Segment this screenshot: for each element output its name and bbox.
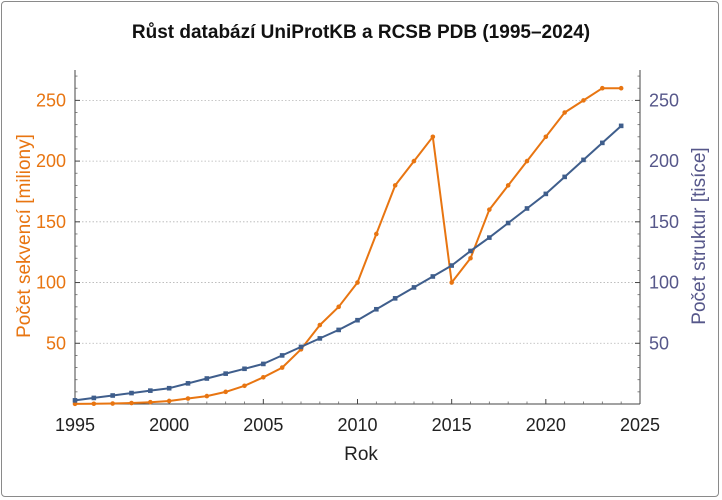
y-tick-label-left: 50: [46, 333, 66, 353]
y-tick-label-right: 200: [649, 151, 679, 171]
x-tick-label: 2015: [432, 415, 472, 435]
data-point-sequences: [618, 85, 624, 91]
data-point-sequences: [223, 389, 228, 395]
data-point-sequences: [336, 304, 341, 310]
data-point-structures: [110, 393, 115, 398]
data-point-sequences: [242, 383, 247, 389]
data-point-structures: [72, 398, 78, 403]
data-point-structures: [148, 388, 153, 393]
data-point-structures: [298, 344, 304, 350]
data-point-structures: [487, 235, 492, 240]
x-tick-label: 2020: [526, 415, 566, 435]
data-point-sequences: [468, 255, 473, 261]
data-point-structures: [543, 191, 549, 197]
y-axis-label-left: Počet sekvencí [miliony]: [14, 134, 35, 338]
data-point-structures: [261, 361, 266, 367]
data-point-sequences: [411, 158, 417, 164]
data-point-sequences: [543, 134, 549, 140]
data-point-sequences: [487, 207, 492, 212]
gridlines: [75, 99, 640, 344]
x-tick-label: 1995: [55, 415, 95, 435]
x-tick-label: 2005: [243, 415, 283, 435]
data-point-structures: [129, 390, 134, 396]
y-tick-label-left: 150: [36, 212, 66, 232]
data-point-structures: [242, 366, 247, 372]
y-tick-label-right: 150: [649, 212, 679, 232]
data-point-structures: [524, 206, 530, 211]
x-axis-label: Rok: [344, 444, 378, 465]
data-point-structures: [505, 220, 511, 226]
data-point-structures: [317, 336, 323, 341]
data-point-sequences: [261, 374, 266, 380]
data-point-sequences: [72, 401, 78, 407]
data-point-sequences: [524, 158, 530, 164]
axes: [74, 70, 641, 405]
data-point-structures: [430, 274, 436, 279]
data-point-structures: [581, 157, 586, 163]
data-point-structures: [600, 140, 605, 146]
y-tick-label-right: 250: [649, 90, 679, 110]
data-point-sequences: [505, 183, 511, 188]
data-point-structures: [618, 123, 624, 129]
y-axis-label-right: Počet struktur [tisíce]: [689, 147, 710, 324]
data-point-sequences: [581, 98, 586, 103]
data-point-sequences: [129, 400, 134, 406]
data-point-sequences: [562, 110, 567, 115]
x-tick-label: 2010: [337, 415, 377, 435]
data-point-sequences: [600, 85, 605, 91]
data-point-structures: [411, 285, 417, 290]
data-point-sequences: [449, 280, 454, 285]
data-point-sequences: [110, 401, 115, 406]
chart-title: Růst databází UniProtKB a RCSB PDB (1995…: [132, 22, 590, 43]
tick-labels: 1995 2000 2005 2010 2015 2020 2025 50 100 150 200 2…: [36, 90, 679, 435]
data-point-sequences: [91, 401, 97, 407]
data-point-sequences: [148, 399, 153, 405]
data-point-structures: [279, 353, 285, 358]
data-point-sequences: [374, 231, 379, 237]
series-group: [72, 85, 624, 407]
data-point-sequences: [185, 396, 191, 401]
data-point-sequences: [430, 134, 436, 140]
y-tick-label-left: 200: [36, 151, 66, 171]
data-point-sequences: [279, 365, 285, 370]
data-point-structures: [336, 327, 341, 333]
data-point-structures: [204, 376, 210, 381]
series-line-sequences: [74, 87, 622, 405]
y-tick-label-left: 250: [36, 90, 66, 110]
y-tick-label-right: 100: [649, 273, 679, 293]
data-point-structures: [449, 263, 454, 268]
data-point-sequences: [317, 322, 323, 328]
data-point-structures: [562, 174, 567, 180]
data-point-structures: [166, 385, 172, 391]
series-line-structures: [74, 125, 622, 402]
data-point-structures: [392, 296, 398, 301]
data-point-sequences: [204, 393, 210, 399]
data-point-structures: [374, 306, 379, 312]
y-tick-label-left: 100: [36, 273, 66, 293]
data-point-sequences: [166, 398, 172, 404]
data-point-structures: [185, 381, 191, 386]
data-point-structures: [91, 395, 97, 401]
data-point-structures: [223, 371, 228, 376]
y-tick-label-right: 50: [649, 333, 669, 353]
data-point-structures: [355, 317, 360, 323]
data-point-sequences: [355, 280, 360, 285]
data-point-sequences: [392, 183, 398, 188]
x-tick-label: 2025: [620, 415, 660, 435]
x-tick-label: 2000: [149, 415, 189, 435]
data-point-structures: [468, 248, 473, 254]
